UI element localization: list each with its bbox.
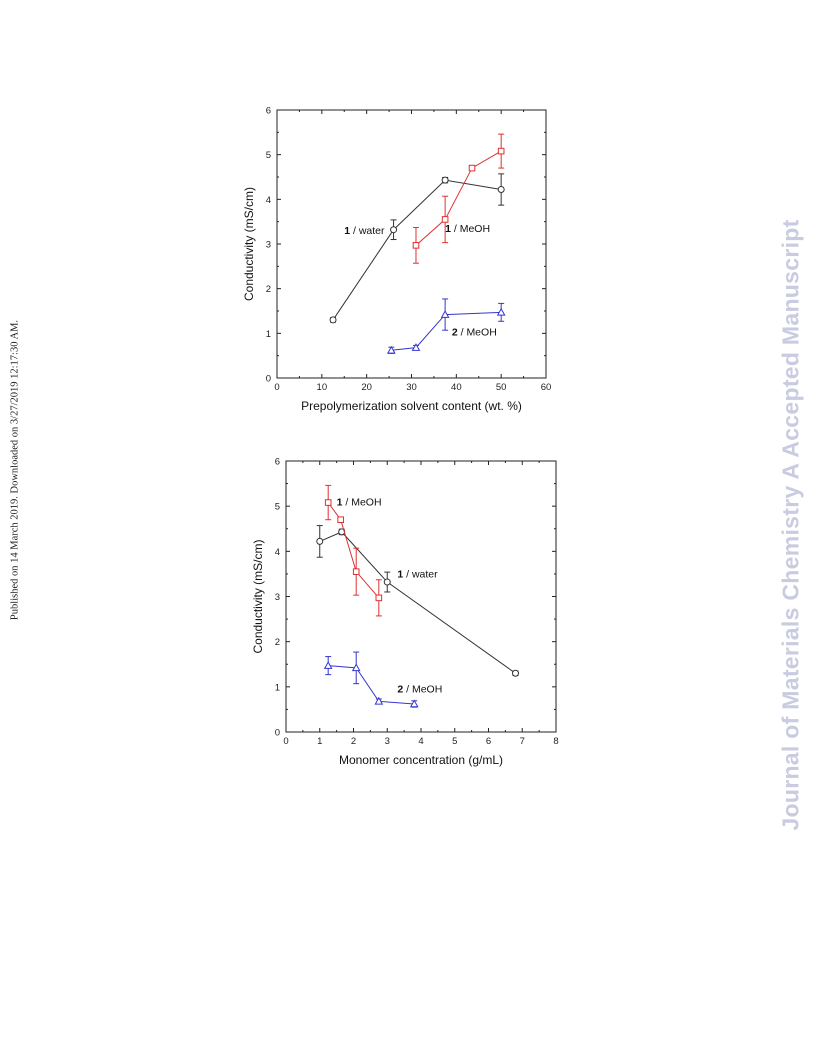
data-point xyxy=(497,147,505,155)
series-annotation: 2 / MeOH xyxy=(452,327,497,339)
y-tick-label: 5 xyxy=(266,150,271,161)
annotation-number: 1 xyxy=(445,223,451,235)
annotation-number: 2 xyxy=(452,327,458,339)
y-tick-label: 2 xyxy=(266,284,271,295)
annotation-text: / MeOH xyxy=(458,327,497,339)
series-1-water xyxy=(329,173,505,324)
series-line xyxy=(332,179,502,321)
series-annotation: 1 / MeOH xyxy=(445,223,490,235)
x-tick-label: 60 xyxy=(541,382,552,393)
y-tick-label: 1 xyxy=(266,329,271,340)
annotation-number: 1 xyxy=(344,225,350,237)
data-point xyxy=(496,307,506,316)
series-annotation: 1 / water xyxy=(344,225,385,237)
x-tick-label: 10 xyxy=(317,382,328,393)
x-axis-label: Prepolymerization solvent content (wt. %… xyxy=(301,399,522,413)
data-point xyxy=(468,164,476,172)
plot-frame xyxy=(276,109,547,379)
data-point xyxy=(497,186,505,194)
data-point xyxy=(390,226,398,234)
data-point xyxy=(411,343,421,351)
x-tick-label: 20 xyxy=(361,382,372,393)
annotation-text: / MeOH xyxy=(451,223,490,235)
data-point xyxy=(441,216,449,223)
y-tick-label: 3 xyxy=(266,240,271,251)
x-tick-label: 50 xyxy=(496,382,507,393)
y-tick-label: 0 xyxy=(266,374,271,385)
data-point xyxy=(412,242,420,249)
x-tick-label: 40 xyxy=(451,382,462,393)
series-2-meoh xyxy=(386,298,506,354)
x-tick-label: 30 xyxy=(406,382,417,393)
series-line xyxy=(391,311,502,351)
y-axis-label: Conductivity (mS/cm) xyxy=(242,187,256,301)
data-point xyxy=(329,316,337,324)
series-line xyxy=(415,150,502,246)
data-point xyxy=(440,310,450,318)
data-point xyxy=(441,176,449,184)
y-tick-label: 4 xyxy=(266,195,271,206)
x-tick-label: 0 xyxy=(274,382,279,393)
data-point xyxy=(386,345,396,354)
series-1-meoh xyxy=(412,133,505,264)
annotation-text: / water xyxy=(350,225,385,237)
y-tick-label: 6 xyxy=(266,106,271,117)
